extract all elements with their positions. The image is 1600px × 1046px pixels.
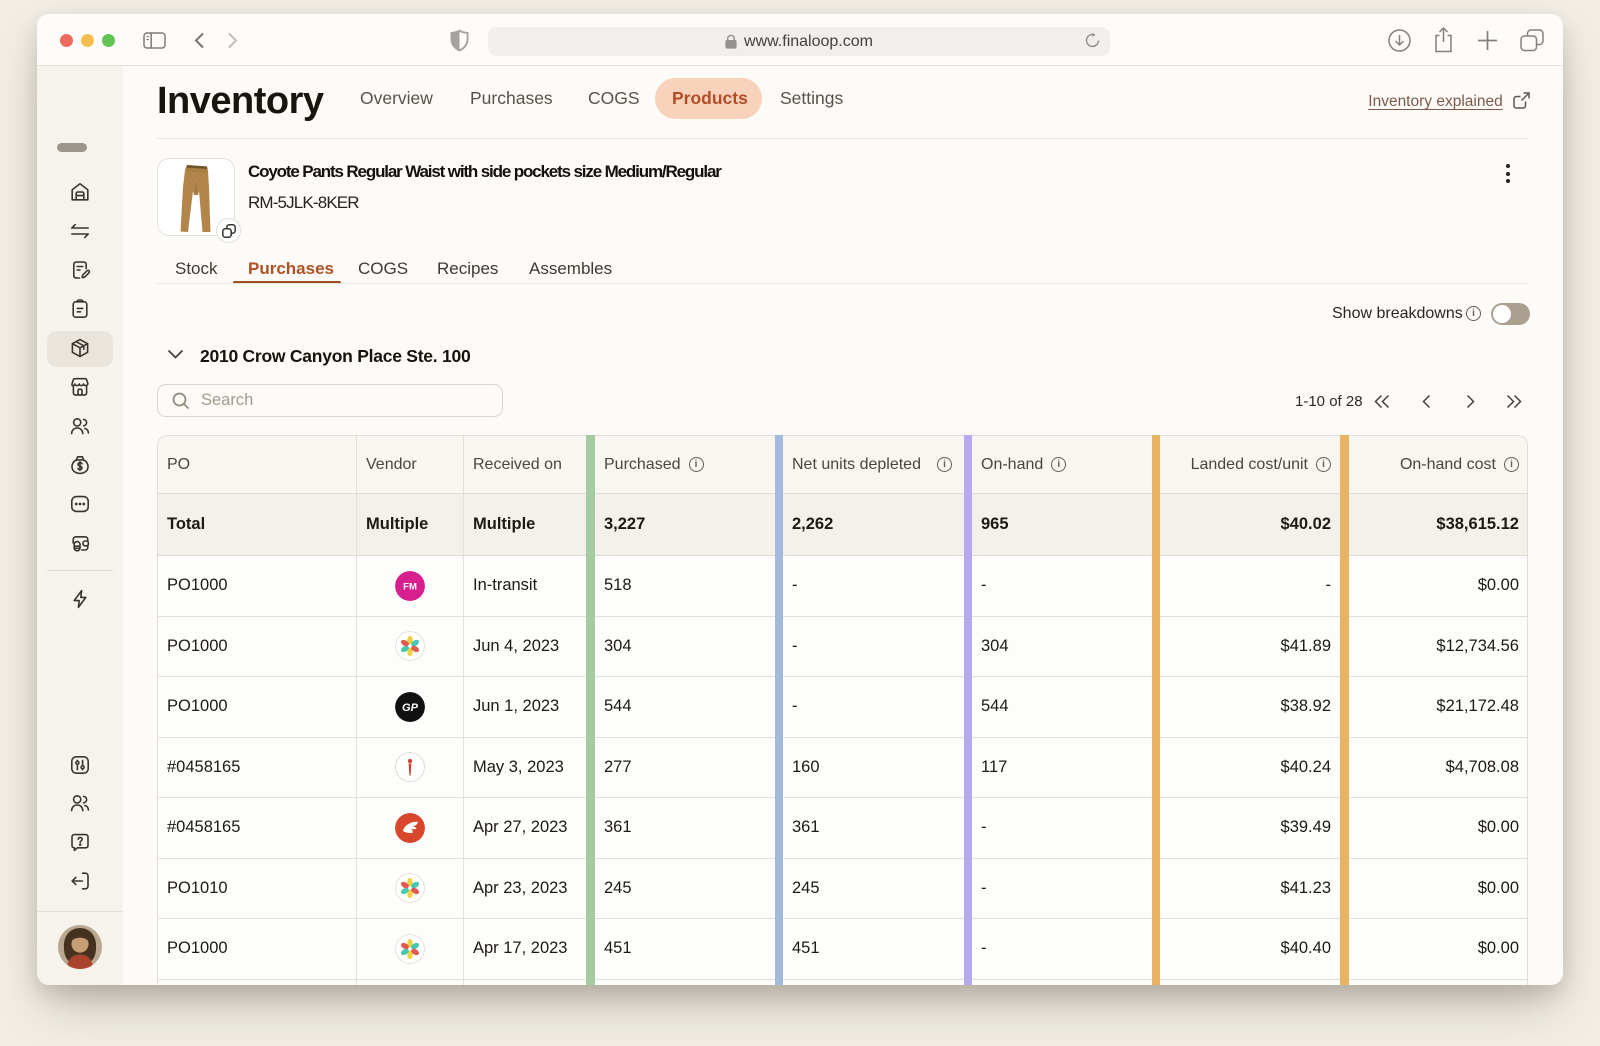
svg-text:FM: FM xyxy=(403,581,417,592)
svg-text:GP: GP xyxy=(402,702,419,714)
